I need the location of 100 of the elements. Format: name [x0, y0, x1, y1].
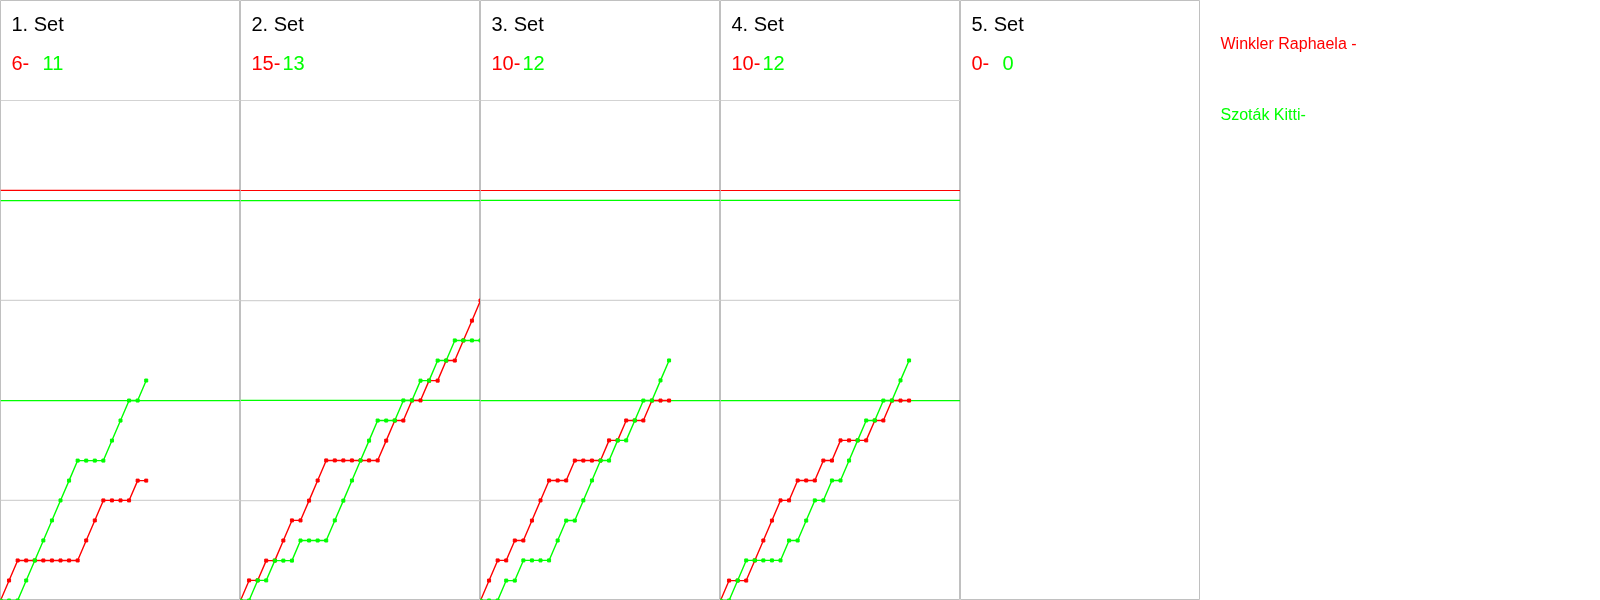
- chart-title: 2. Set: [251, 12, 305, 35]
- point: [555, 478, 560, 483]
- point: [24, 558, 29, 563]
- point: [795, 478, 800, 483]
- point: [307, 538, 312, 543]
- point: [401, 418, 406, 423]
- point: [838, 478, 843, 483]
- point: [84, 538, 89, 543]
- point: [324, 538, 329, 543]
- point: [49, 558, 54, 563]
- point: [829, 478, 834, 483]
- point: [118, 498, 123, 503]
- point: [795, 538, 800, 543]
- text: 13: [282, 51, 305, 74]
- point: [435, 378, 440, 383]
- point: [487, 578, 492, 583]
- point: [898, 398, 903, 403]
- point: [341, 498, 346, 503]
- point: [58, 558, 63, 563]
- legend-label: Szoták Kitti-: [1220, 106, 1306, 123]
- point: [298, 538, 303, 543]
- point: [538, 558, 543, 563]
- point: [658, 378, 663, 383]
- point: [864, 438, 869, 443]
- point: [829, 458, 834, 463]
- point: [504, 578, 509, 583]
- point: [418, 398, 423, 403]
- point: [744, 578, 749, 583]
- point: [812, 498, 817, 503]
- point: [67, 478, 72, 483]
- text: 10-: [731, 51, 761, 74]
- point: [101, 458, 106, 463]
- point: [349, 478, 354, 483]
- text: 10-: [491, 51, 521, 74]
- point: [289, 558, 294, 563]
- point: [135, 478, 140, 483]
- point: [49, 518, 54, 523]
- point: [127, 398, 132, 403]
- point: [418, 378, 423, 383]
- point: [564, 478, 569, 483]
- point: [658, 398, 663, 403]
- point: [435, 358, 440, 363]
- point: [641, 398, 646, 403]
- point: [341, 458, 346, 463]
- text: 12: [522, 51, 545, 74]
- point: [538, 498, 543, 503]
- point: [641, 418, 646, 423]
- point: [907, 358, 912, 363]
- point: [572, 518, 577, 523]
- point: [7, 578, 12, 583]
- point: [92, 518, 97, 523]
- point: [881, 398, 886, 403]
- chart-title: 3. Set: [491, 12, 545, 35]
- point: [744, 558, 749, 563]
- point: [375, 418, 380, 423]
- point: [804, 478, 809, 483]
- chart-title: 4. Set: [731, 12, 785, 35]
- point: [547, 478, 552, 483]
- point: [572, 458, 577, 463]
- point: [521, 538, 526, 543]
- text: 0-: [971, 51, 990, 74]
- point: [298, 518, 303, 523]
- point: [769, 518, 774, 523]
- point: [367, 458, 372, 463]
- point: [607, 438, 612, 443]
- point: [332, 458, 337, 463]
- point: [812, 478, 817, 483]
- point: [778, 498, 783, 503]
- point: [881, 418, 886, 423]
- point: [607, 458, 612, 463]
- point: [529, 558, 534, 563]
- point: [384, 438, 389, 443]
- point: [581, 498, 586, 503]
- point: [624, 438, 629, 443]
- point: [555, 538, 560, 543]
- point: [787, 538, 792, 543]
- point: [264, 578, 269, 583]
- point: [469, 338, 474, 343]
- point: [332, 518, 337, 523]
- point: [589, 478, 594, 483]
- point: [75, 458, 80, 463]
- point: [667, 398, 672, 403]
- chart-title: 1. Set: [11, 12, 65, 35]
- point: [58, 498, 63, 503]
- point: [898, 378, 903, 383]
- point: [769, 558, 774, 563]
- text: 11: [42, 51, 64, 74]
- point: [727, 578, 732, 583]
- point: [761, 558, 766, 563]
- point: [864, 418, 869, 423]
- point: [384, 418, 389, 423]
- point: [452, 338, 457, 343]
- point: [495, 558, 500, 563]
- point: [15, 558, 20, 563]
- point: [144, 478, 149, 483]
- point: [127, 498, 132, 503]
- point: [367, 438, 372, 443]
- point: [41, 558, 46, 563]
- point: [512, 578, 517, 583]
- point: [838, 438, 843, 443]
